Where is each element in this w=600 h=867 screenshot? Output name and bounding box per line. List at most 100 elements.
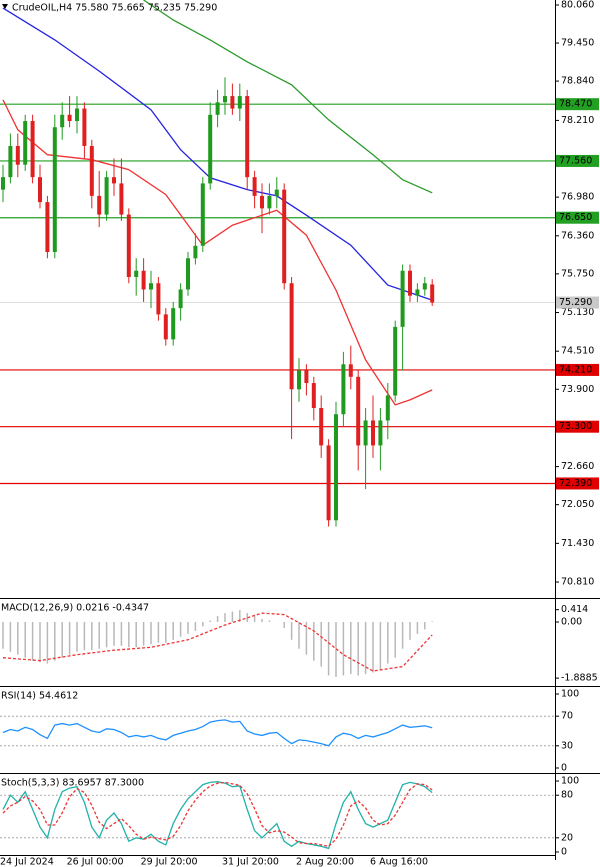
candle-body xyxy=(163,314,168,340)
y-tick-label: 0.414 xyxy=(561,604,588,615)
candle-body xyxy=(348,364,353,377)
candle-body xyxy=(1,177,5,190)
x-tick-label: 6 Aug 16:00 xyxy=(370,857,428,867)
level-label-box xyxy=(556,363,599,376)
candle-body xyxy=(341,364,346,415)
y-tick-label: 72.660 xyxy=(561,461,594,472)
candle-body xyxy=(260,195,264,209)
candle-body xyxy=(52,127,57,253)
y-tick-label: 75.750 xyxy=(561,268,594,279)
menu-triangle xyxy=(2,4,8,9)
panel-title: RSI(14) 54.4612 xyxy=(1,691,78,702)
candle-body xyxy=(334,414,338,521)
candle-body xyxy=(422,283,427,290)
y-tick-label: 73.900 xyxy=(561,384,594,395)
candle-body xyxy=(289,283,294,390)
y-tick-label: -1.8885 xyxy=(561,673,598,684)
candle-body xyxy=(415,289,420,296)
y-tick-label: 0 xyxy=(561,763,567,774)
indicator-line xyxy=(2,781,433,850)
level-label-box xyxy=(556,211,599,224)
y-tick-label: 100 xyxy=(561,688,579,699)
candle-body xyxy=(82,108,87,146)
candle-body xyxy=(311,383,316,408)
y-tick-label: 75.130 xyxy=(561,307,594,318)
indicator-line xyxy=(2,7,433,301)
candle-body xyxy=(274,189,279,196)
x-tick-label: 26 Jul 00:00 xyxy=(67,857,124,867)
candle-body xyxy=(141,270,146,290)
candle-body xyxy=(319,407,324,446)
level-label-box xyxy=(556,420,599,433)
candle-body xyxy=(304,370,309,384)
candle-body xyxy=(430,284,435,303)
y-tick-label: 70 xyxy=(561,711,573,722)
candle-body xyxy=(237,96,242,109)
y-tick-label: 79.450 xyxy=(561,38,594,49)
candle-body xyxy=(67,114,72,122)
candle-body xyxy=(60,114,65,128)
candle-body xyxy=(200,183,205,246)
x-tick-label: 29 Jul 20:00 xyxy=(141,857,198,867)
candle-body xyxy=(245,96,250,178)
candle-body xyxy=(89,145,94,196)
level-label: 72.390 xyxy=(559,478,592,489)
y-tick-label: 78.210 xyxy=(561,115,594,126)
last-price-label: 75.290 xyxy=(559,297,592,308)
candle-body xyxy=(30,121,35,178)
candle-body xyxy=(408,270,412,296)
y-tick-label: 76.360 xyxy=(561,230,594,241)
level-label: 73.300 xyxy=(559,421,592,432)
candle-body xyxy=(178,289,183,309)
candle-body xyxy=(282,189,287,284)
candle-body xyxy=(297,370,301,390)
candle-body xyxy=(252,177,257,196)
x-tick-label: 31 Jul 20:00 xyxy=(222,857,279,867)
panel-title: MACD(12,26,9) 0.0216 -0.4347 xyxy=(1,603,149,614)
candle-body xyxy=(378,420,383,446)
x-tick-label: 2 Aug 20:00 xyxy=(296,857,354,867)
indicator-line xyxy=(2,781,433,848)
y-tick-label: 30 xyxy=(561,740,573,751)
candle-body xyxy=(385,395,390,421)
candle-body xyxy=(75,108,79,122)
candle-body xyxy=(208,114,213,184)
candle-body xyxy=(8,145,13,178)
y-tick-label: 80.060 xyxy=(561,0,594,10)
level-label: 78.470 xyxy=(559,99,592,110)
candle-body xyxy=(134,270,139,277)
level-label: 77.560 xyxy=(559,155,592,166)
candle-body xyxy=(171,308,176,340)
candle-body xyxy=(23,121,28,165)
panel-title: Stoch(5,3,3) 83.6957 87.3000 xyxy=(1,778,144,789)
candle-body xyxy=(267,195,272,209)
candle-body xyxy=(186,258,190,290)
candle-body xyxy=(215,102,220,115)
candle-body xyxy=(126,214,131,277)
indicator-line xyxy=(2,99,433,406)
indicator-line xyxy=(143,0,433,194)
candle-body xyxy=(356,376,361,446)
indicator-line xyxy=(2,719,433,747)
y-tick-label: 78.840 xyxy=(561,76,594,87)
candle-body xyxy=(400,270,405,327)
level-label-box xyxy=(556,98,599,111)
candle-body xyxy=(119,183,124,215)
last-price-box xyxy=(556,296,599,309)
candle-body xyxy=(38,177,42,203)
candle-body xyxy=(97,195,102,215)
y-tick-label: 72.050 xyxy=(561,499,594,510)
y-tick-label: 0.00 xyxy=(561,616,582,627)
y-tick-label: 0 xyxy=(561,846,567,857)
y-tick-label: 20 xyxy=(561,832,573,843)
level-label-box xyxy=(556,154,599,167)
level-label: 74.210 xyxy=(559,364,592,375)
y-tick-label: 76.980 xyxy=(561,192,594,203)
indicator-line xyxy=(2,612,433,672)
y-tick-label: 80 xyxy=(561,790,573,801)
level-label: 76.650 xyxy=(559,212,592,223)
y-tick-label: 70.810 xyxy=(561,577,594,588)
candle-body xyxy=(149,283,153,290)
